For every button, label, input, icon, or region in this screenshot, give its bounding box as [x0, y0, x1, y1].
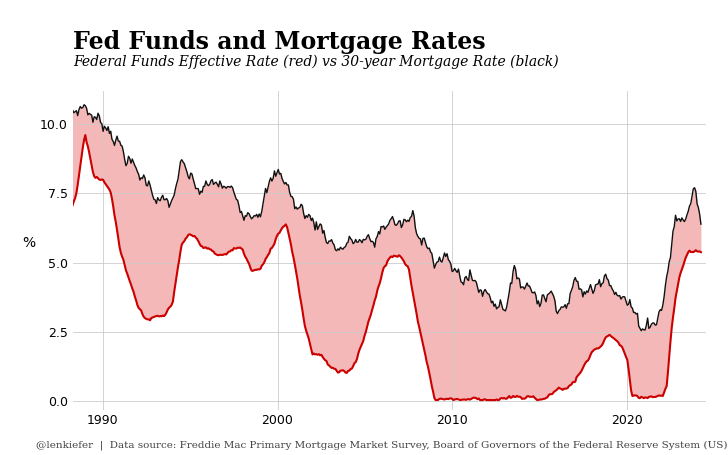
Y-axis label: %: %: [23, 236, 36, 250]
Text: @lenkiefer  |  Data source: Freddie Mac Primary Mortgage Market Survey, Board of: @lenkiefer | Data source: Freddie Mac Pr…: [36, 441, 728, 450]
Text: Federal Funds Effective Rate (red) vs 30-year Mortgage Rate (black): Federal Funds Effective Rate (red) vs 30…: [73, 54, 558, 69]
Text: Fed Funds and Mortgage Rates: Fed Funds and Mortgage Rates: [73, 30, 486, 54]
